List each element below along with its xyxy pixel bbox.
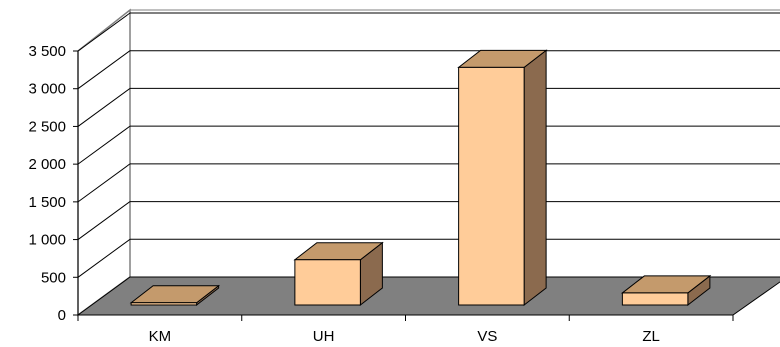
gridline-side-7 [77, 12, 131, 52]
bar-uh [294, 259, 361, 306]
bar-km [130, 302, 198, 306]
gridline-side-5 [77, 88, 131, 127]
gridline-side-2 [77, 201, 131, 240]
y-tick-label-3: 1 500 [28, 194, 66, 211]
bar-zl [621, 292, 689, 306]
back-wall [129, 9, 780, 278]
y-tick-label-6: 3 000 [28, 81, 66, 98]
y-tick-label-5: 2 500 [28, 118, 66, 135]
y-tick-label-7: 3 500 [28, 43, 66, 60]
bar-side-vs [523, 49, 547, 307]
x-tick-label-vs: VS [477, 328, 497, 345]
x-tick-label-km: KM [149, 328, 172, 345]
y-tick-label-0: 0 [58, 307, 66, 324]
side-wall [77, 8, 131, 317]
gridline-side-1 [77, 238, 131, 278]
x-tick-label-uh: UH [313, 328, 335, 345]
bar-vs [458, 66, 525, 306]
y-tick-label-1: 500 [41, 269, 66, 286]
y-tick-label-4: 2 000 [28, 156, 66, 173]
y-tick-label-2: 1 000 [28, 232, 66, 249]
x-tick-label-zl: ZL [642, 328, 660, 345]
gridline-side-3 [77, 163, 131, 203]
gridline-side-4 [77, 125, 131, 165]
gridline-side-6 [77, 50, 131, 90]
